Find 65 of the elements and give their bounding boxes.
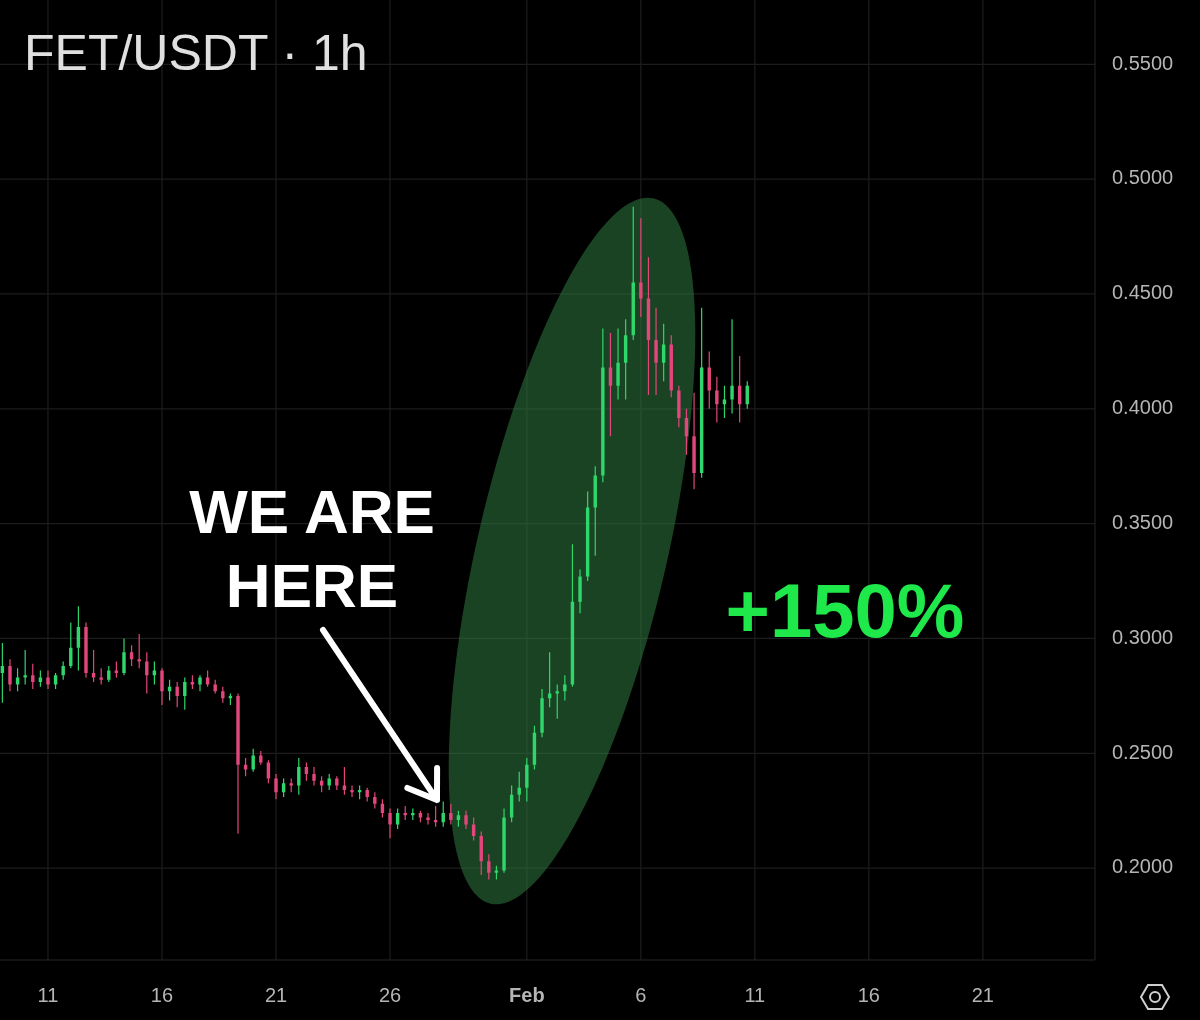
x-tick-label: 16: [150, 984, 174, 1007]
candlestick: [160, 668, 164, 706]
candlestick: [502, 808, 506, 873]
candlestick: [692, 392, 696, 490]
candlestick: [456, 810, 461, 827]
candlestick: [525, 757, 529, 802]
candlestick: [411, 808, 415, 820]
x-tick-label: 21: [971, 984, 995, 1007]
candlestick: [266, 760, 271, 784]
x-tick-label: 21: [264, 984, 288, 1007]
candlestick: [335, 776, 339, 791]
candlestick: [730, 319, 734, 414]
y-tick-label: 0.2500: [1112, 740, 1174, 763]
x-tick-label: 11: [744, 984, 766, 1007]
candlestick: [61, 661, 65, 680]
candlestick: [183, 677, 187, 710]
candlestick: [23, 649, 27, 685]
candlestick: [236, 693, 240, 834]
candlestick: [8, 659, 12, 692]
candlestick: [46, 670, 50, 689]
candlestick: [274, 773, 278, 800]
candlestick: [540, 689, 544, 738]
candlestick: [259, 751, 263, 765]
text: FET/USDT · 1h: [24, 25, 368, 81]
candlestick: [99, 668, 103, 685]
y-tick-label: 0.4500: [1112, 281, 1174, 304]
annotation: WE ARE HERE: [189, 477, 435, 620]
candlestick: [213, 679, 217, 694]
candlestick: [198, 675, 202, 692]
y-tick-label: 0.2000: [1112, 855, 1174, 878]
candlestick: [350, 785, 354, 797]
candlestick: [373, 792, 377, 809]
x-tick-label: 11: [37, 984, 59, 1007]
candlestick: [122, 638, 126, 676]
candlestick: [312, 767, 316, 786]
candlestick: [221, 686, 225, 703]
candlestick: [487, 854, 491, 880]
annotation: +150%: [725, 568, 965, 653]
y-tick-label: 0.3500: [1112, 510, 1174, 533]
x-tick-label: 16: [857, 984, 880, 1007]
x-tick-label: 26: [378, 984, 402, 1007]
candlestick: [449, 803, 453, 825]
candlestick: [578, 569, 582, 614]
candlestick: [388, 808, 392, 839]
candlestick: [426, 813, 430, 825]
x-tick-label: Feb: [509, 984, 545, 1007]
x-tick-label: 6: [635, 984, 647, 1007]
candlestick: [84, 622, 88, 678]
candlestick: [715, 376, 719, 423]
candlestick: [494, 865, 499, 880]
candlestick: [464, 810, 468, 830]
candlestick: [563, 675, 567, 701]
candlestick: [601, 328, 605, 483]
y-tick-label: 0.5000: [1112, 166, 1174, 189]
candlestick: [639, 218, 643, 317]
candlestick: [677, 385, 681, 428]
candlestick: [654, 307, 658, 396]
candlestick: [145, 652, 149, 694]
y-tick-label: 0.5500: [1112, 51, 1174, 74]
candlestick: [175, 682, 179, 708]
y-tick-label: 0.3000: [1112, 625, 1174, 648]
y-tick-label: 0.4000: [1112, 396, 1174, 419]
candlestick: [297, 757, 301, 795]
candlestick: [616, 328, 620, 400]
candlestick: [251, 748, 255, 772]
